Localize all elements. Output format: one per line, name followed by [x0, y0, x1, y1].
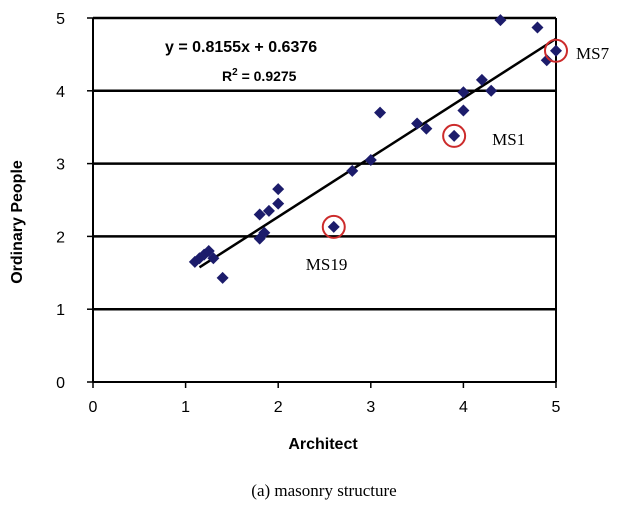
- data-point-25: [531, 21, 544, 34]
- highlight-circle-ms7: [544, 38, 568, 63]
- data-point-10: [262, 204, 275, 217]
- data-point-19: [448, 129, 461, 142]
- data-point-5: [207, 252, 220, 265]
- x-axis-title: Architect: [288, 436, 358, 453]
- x-tick-label-2: 2: [274, 399, 283, 416]
- r-squared-label: R2 = 0.9275: [222, 67, 297, 84]
- data-point-14: [346, 164, 359, 177]
- point-label-ms19: MS19: [306, 255, 348, 274]
- data-points: [188, 14, 562, 284]
- tick-labels: 0 1 2 3 4 5 0 1 2 3 4 5: [56, 11, 560, 416]
- data-point-11: [272, 197, 285, 210]
- x-tick-label-4: 4: [459, 399, 468, 416]
- highlight-circle-ms1: [442, 123, 467, 148]
- data-point-24: [494, 14, 507, 27]
- x-tick-label-0: 0: [89, 399, 98, 416]
- x-tick-label-1: 1: [181, 399, 190, 416]
- y-tick-label-2: 2: [56, 229, 65, 246]
- x-tick-label-3: 3: [366, 399, 375, 416]
- data-point-20: [457, 104, 470, 117]
- trendline-equation: y = 0.8155x + 0.6376: [165, 39, 317, 56]
- data-point-27: [550, 44, 562, 57]
- data-point-9: [253, 208, 266, 221]
- data-point-21: [457, 86, 470, 99]
- data-point-18: [420, 122, 433, 135]
- gridlines: [93, 16, 556, 311]
- data-point-26: [540, 54, 553, 67]
- figure-caption: (a) masonry structure: [251, 481, 396, 500]
- x-tick-label-5: 5: [552, 399, 561, 416]
- y-tick-label-4: 4: [56, 84, 65, 101]
- data-point-17: [411, 117, 424, 130]
- data-point-8: [258, 226, 271, 239]
- data-point-15: [364, 153, 377, 166]
- point-label-ms1: MS1: [492, 130, 525, 149]
- axes: [87, 17, 557, 388]
- data-point-6: [216, 271, 229, 284]
- y-axis-title: Ordinary People: [9, 160, 26, 284]
- trendline: [198, 37, 557, 269]
- y-tick-label-5: 5: [56, 11, 65, 28]
- data-point-16: [374, 106, 387, 119]
- data-point-23: [485, 84, 498, 97]
- highlight-circle-ms19: [321, 214, 346, 239]
- y-tick-label-1: 1: [56, 302, 65, 319]
- y-tick-label-3: 3: [56, 157, 65, 174]
- y-tick-label-0: 0: [56, 375, 65, 392]
- point-label-ms7: MS7: [576, 44, 610, 63]
- data-point-12: [272, 183, 285, 196]
- trendline-group: [198, 37, 557, 269]
- data-point-22: [475, 73, 488, 86]
- highlight-markers: MS7 MS1 MS19: [306, 38, 610, 274]
- data-point-13: [327, 220, 340, 233]
